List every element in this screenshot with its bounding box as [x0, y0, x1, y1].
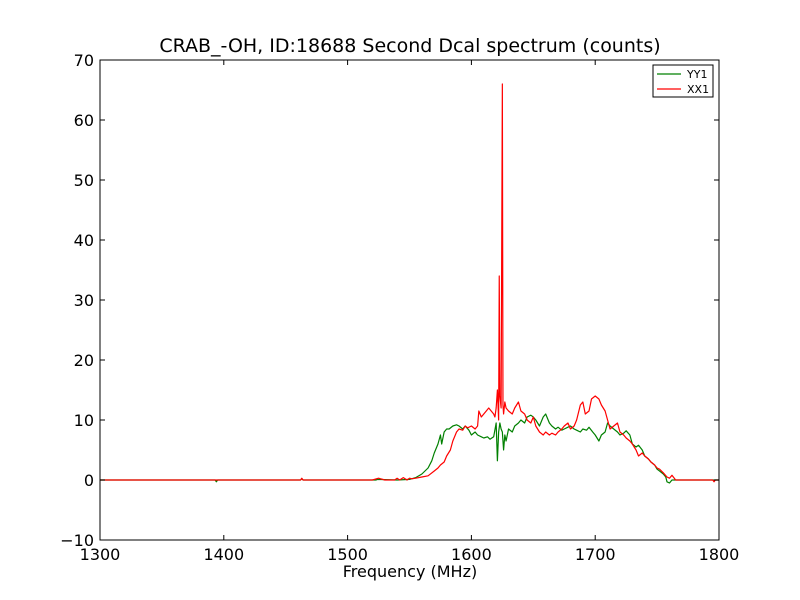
legend-label-yy1: YY1: [686, 68, 707, 81]
y-tick-label: 30: [74, 291, 94, 310]
chart-title: CRAB_-OH, ID:18688 Second Dcal spectrum …: [159, 35, 660, 57]
x-tick-label: 1600: [451, 545, 492, 564]
x-tick-label: 1800: [699, 545, 740, 564]
y-tick-label: 70: [74, 51, 94, 70]
x-axis-label: Frequency (MHz): [343, 562, 477, 581]
y-tick-label: 60: [74, 111, 94, 130]
y-tick-label: 20: [74, 351, 94, 370]
series-line-xx1: [100, 83, 719, 483]
plot-area: 1300 1400 1500 1600 1700 1800 −10 0 10 20 30 40 50 60…: [60, 51, 739, 564]
legend-label-xx1: XX1: [687, 83, 709, 96]
y-tick-label: 0: [84, 471, 94, 490]
x-tick-label: 1400: [203, 545, 244, 564]
y-tick-label: 10: [74, 411, 94, 430]
y-tick-label: −10: [60, 531, 94, 550]
legend-box: [652, 64, 714, 98]
x-tick-label: 1500: [327, 545, 368, 564]
x-tick-label: 1700: [575, 545, 616, 564]
y-tick-label: 50: [74, 171, 94, 190]
series-line-yy1: [100, 413, 719, 484]
x-tick-label: 1300: [80, 545, 121, 564]
y-tick-label: 40: [74, 231, 94, 250]
